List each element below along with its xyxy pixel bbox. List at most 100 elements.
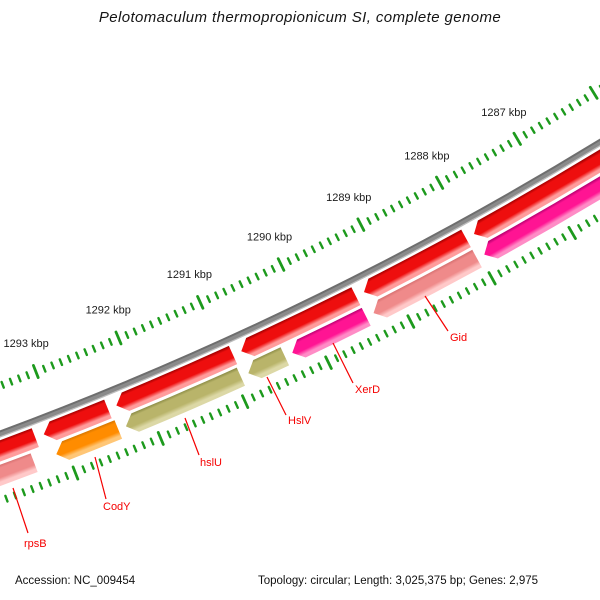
- ruler-tick-minor: [537, 121, 544, 130]
- ruler-tick-minor: [222, 287, 228, 296]
- gene-labels: rpsB CodY hslU HslV XerD Gid: [12, 295, 467, 550]
- ruler-tick-minor: [310, 245, 316, 254]
- ruler-tick-minor: [553, 112, 559, 121]
- gene-label-leader: [184, 417, 200, 456]
- ruler-tick-major: [114, 330, 123, 346]
- ruler-tick-minor-inner: [545, 242, 551, 251]
- ruler-tick-minor-inner: [132, 444, 138, 453]
- ruler-tick-minor-inner: [300, 370, 306, 379]
- ruler-tick-minor-inner: [192, 419, 197, 428]
- ruler-tick-minor: [214, 291, 220, 300]
- ruler-tick-minor: [189, 302, 195, 311]
- ruler-tick-major: [32, 364, 40, 379]
- gene-label-leader: [12, 487, 29, 534]
- footer-accession: Accession: NC_009454: [15, 575, 136, 587]
- ruler-tick-minor: [157, 316, 163, 325]
- ruler-label: 1288 kbp: [404, 151, 449, 163]
- ruler-tick-minor: [238, 280, 244, 289]
- ruler-tick-minor-inner: [149, 437, 155, 446]
- ruler-tick-minor-inner: [561, 233, 567, 241]
- ruler-tick-minor-inner: [505, 265, 511, 273]
- ruler-tick-minor-inner: [4, 494, 9, 503]
- ruler-tick-minor: [421, 187, 427, 196]
- ruler-label: 1292 kbp: [86, 305, 131, 317]
- gene-arrow: [363, 229, 471, 297]
- backbone-arc-highlight: [0, 144, 600, 438]
- gene-label-XerD: XerD: [355, 384, 380, 396]
- inner-ruler-ticks: [4, 214, 599, 503]
- ruler-tick-minor-inner: [183, 423, 189, 432]
- gene-arrow-rpsB: [0, 453, 38, 487]
- ruler-tick-major-inner: [324, 355, 333, 370]
- ruler-tick-minor-inner: [292, 374, 298, 382]
- ruler-tick-minor: [91, 344, 97, 353]
- footer-details: Topology: circular; Length: 3,025,375 bp…: [258, 575, 538, 587]
- ruler-tick-minor: [429, 183, 435, 192]
- ruler-tick-minor: [568, 103, 574, 112]
- ruler-tick-minor-inner: [38, 481, 44, 490]
- ruler-tick-minor: [445, 175, 451, 183]
- ruler-tick-minor-inner: [90, 461, 95, 470]
- ruler-tick-major: [196, 294, 205, 310]
- ruler-tick-minor: [173, 309, 179, 318]
- ruler-tick-major: [512, 131, 522, 146]
- ruler-tick-minor-inner: [391, 325, 397, 334]
- ruler-tick-minor: [390, 204, 396, 213]
- ruler-tick-major-inner: [241, 394, 250, 409]
- ruler-tick-minor: [366, 217, 372, 225]
- ruler-tick-minor-inner: [55, 475, 61, 484]
- ruler-tick-minor: [350, 225, 356, 234]
- ruler-tick-minor-inner: [375, 333, 381, 342]
- ruler-tick-minor-inner: [208, 412, 214, 421]
- ruler-tick-minor: [246, 276, 252, 285]
- ruler-tick-minor-inner: [234, 401, 239, 409]
- gene-label-leader: [94, 456, 107, 500]
- ruler-tick-minor-inner: [456, 291, 463, 300]
- ruler-tick-minor: [483, 153, 490, 161]
- ruler-tick-minor-inner: [424, 308, 430, 317]
- ruler-tick-minor: [522, 130, 528, 139]
- ruler-tick-minor-inner: [585, 219, 591, 227]
- ruler-tick-minor-inner: [21, 488, 26, 497]
- ruler-tick-minor: [58, 358, 64, 367]
- ruler-tick-minor-inner: [309, 366, 315, 375]
- ruler-tick-minor: [42, 364, 47, 373]
- ruler-tick-minor: [507, 139, 513, 148]
- ruler-tick-minor-inner: [358, 342, 364, 350]
- ruler-tick-minor: [17, 374, 22, 383]
- ruler-tick-minor-inner: [464, 287, 471, 295]
- gene-arrow: [484, 176, 600, 259]
- gene-arrow: [241, 287, 361, 357]
- ruler-tick-minor: [149, 320, 154, 329]
- ruler-tick-major-inner: [71, 465, 80, 481]
- ruler-tick-minor: [165, 313, 171, 322]
- ruler-tick-minor: [342, 229, 348, 238]
- ruler-tick-minor-inner: [367, 338, 373, 346]
- ruler-tick-minor-inner: [537, 247, 543, 255]
- ruler-tick-minor: [254, 272, 260, 281]
- genome-backbone: [0, 138, 600, 438]
- ruler-tick-minor: [326, 237, 332, 246]
- ruler-tick-minor: [108, 337, 113, 346]
- ruler-tick-minor-inner: [448, 295, 454, 304]
- ruler-tick-minor: [560, 108, 567, 116]
- ruler-tick-minor-inner: [529, 251, 535, 260]
- ruler-tick-minor-inner: [175, 426, 180, 435]
- ruler-label: 1287 kbp: [481, 107, 526, 119]
- ruler-tick-minor: [491, 148, 497, 157]
- gene-label-CodY: CodY: [103, 501, 131, 513]
- ruler-tick-minor-inner: [259, 389, 265, 398]
- ruler-tick-minor: [382, 208, 388, 217]
- ruler-tick-minor-inner: [399, 321, 405, 330]
- ruler-labels: 1287 kbp 1288 kbp 1289 kbp 1290 kbp 1291 kbp…: [4, 107, 527, 350]
- ruler-tick-minor-inner: [30, 485, 35, 494]
- ruler-tick-minor: [294, 253, 300, 262]
- ruler-tick-minor: [140, 324, 146, 332]
- ruler-tick-minor: [302, 249, 308, 258]
- ruler-tick-minor-inner: [521, 256, 527, 264]
- gene-arrow: [43, 399, 112, 441]
- ruler-tick-minor: [83, 348, 89, 357]
- ruler-tick-minor: [318, 241, 324, 250]
- ruler-tick-minor: [124, 331, 130, 339]
- gene-arrow: [473, 149, 600, 238]
